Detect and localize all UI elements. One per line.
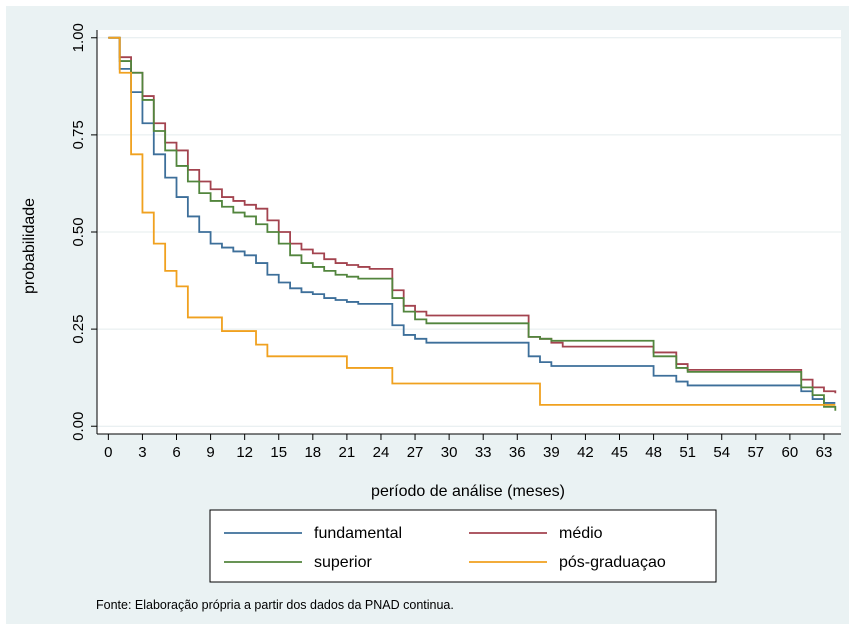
x-tick-label: 63: [816, 444, 833, 461]
x-tick-label: 39: [543, 444, 560, 461]
series-line-pos-graduacao: [108, 36, 836, 406]
x-tick-label: 27: [407, 444, 424, 461]
legend-label: fundamental: [314, 525, 402, 542]
x-tick-label: 60: [782, 444, 799, 461]
x-tick-label: 45: [611, 444, 628, 461]
legend-label: pós-graduaçao: [559, 554, 666, 571]
x-tick-label: 24: [373, 444, 390, 461]
x-tick-label: 33: [475, 444, 492, 461]
x-tick-label: 54: [713, 444, 730, 461]
x-tick-label: 15: [270, 444, 287, 461]
x-tick-label: 42: [577, 444, 594, 461]
legend-label: médio: [559, 525, 603, 542]
x-tick-label: 9: [206, 444, 214, 461]
y-tick-label: 0.75: [70, 120, 87, 149]
legend-label: superior: [314, 554, 372, 571]
y-tick-label: 0.00: [70, 412, 87, 441]
y-tick-label: 1.00: [70, 23, 87, 52]
x-tick-label: 48: [645, 444, 662, 461]
y-axis-label: probabilidade: [21, 198, 38, 294]
x-axis-label: período de análise (meses): [371, 483, 565, 500]
x-tick-label: 57: [747, 444, 764, 461]
y-tick-label: 0.25: [70, 315, 87, 344]
x-tick-label: 51: [679, 444, 696, 461]
legend-box: [209, 509, 717, 583]
y-tick-label: 0.50: [70, 217, 87, 246]
series-line-fundamental: [108, 36, 836, 404]
source-note: Fonte: Elaboração própria a partir dos d…: [96, 598, 454, 612]
x-tick-label: 12: [236, 444, 253, 461]
x-tick-label: 18: [304, 444, 321, 461]
x-tick-label: 3: [138, 444, 146, 461]
x-tick-label: 21: [339, 444, 356, 461]
x-tick-label: 30: [441, 444, 458, 461]
km-survival-chart: 0.000.250.500.751.000 3 6 9 12 15 18 21 24 27 30 33…: [21, 23, 841, 583]
series-line-superior: [108, 36, 837, 411]
chart-figure: 0.00 0.25 0.50 0.75 1.00 0 3 6 9 12 15 18 21 24 27 30 33…: [6, 6, 849, 624]
legend: fundamental médio superior pós-graduaçao: [209, 509, 717, 583]
x-tick-label: 36: [509, 444, 526, 461]
x-tick-label: 0: [104, 444, 112, 461]
x-tick-label: 6: [172, 444, 180, 461]
